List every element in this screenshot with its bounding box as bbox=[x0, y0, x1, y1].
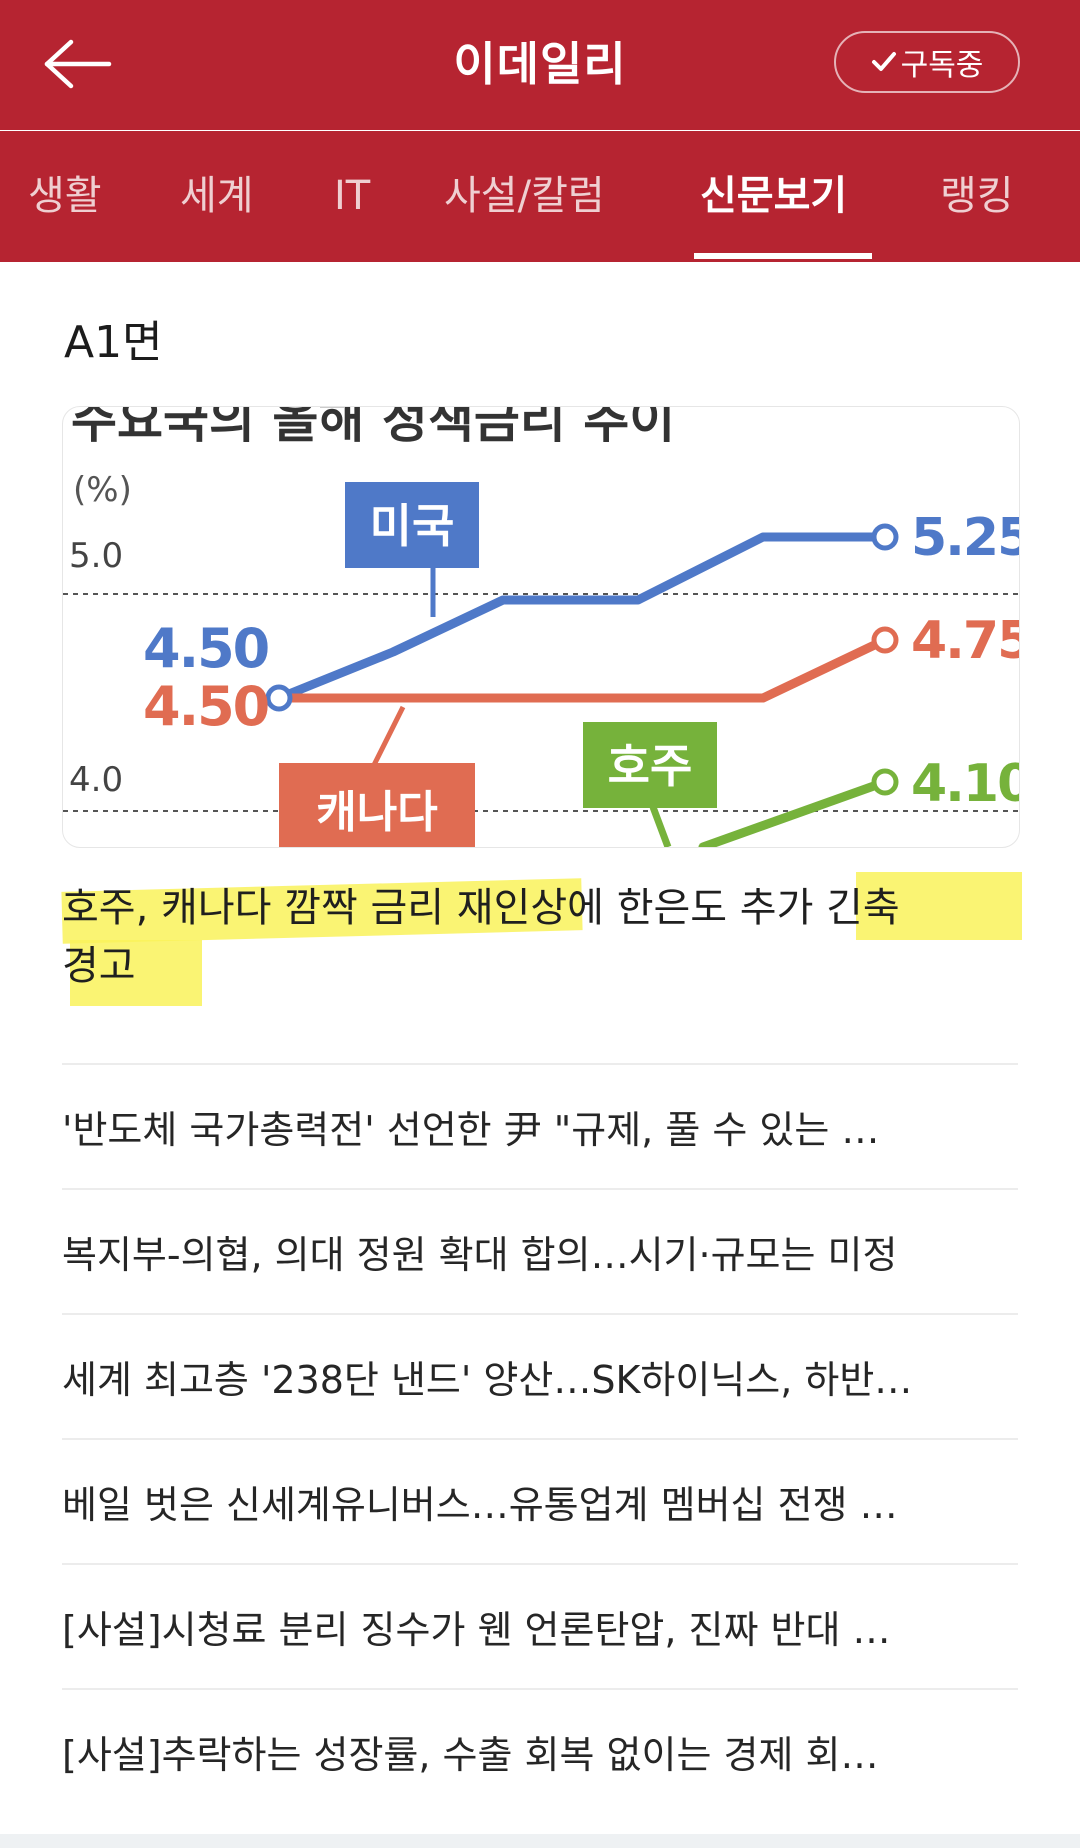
article-title: [사설]시청료 분리 징수가 웬 언론탄압, 진짜 반대 … bbox=[62, 1608, 891, 1652]
active-tab-indicator bbox=[694, 253, 872, 259]
y-unit-label: (%) bbox=[73, 470, 132, 510]
header-divider bbox=[0, 130, 1080, 131]
subscribe-button[interactable]: 구독중 bbox=[834, 31, 1020, 93]
tab-it[interactable]: IT bbox=[334, 173, 371, 219]
article-item[interactable]: '반도체 국가총력전' 선언한 尹 "규제, 풀 수 있는 … bbox=[62, 1063, 1018, 1188]
article-item[interactable]: [사설]시청료 분리 징수가 웬 언론탄압, 진짜 반대 … bbox=[62, 1563, 1018, 1688]
canada-callout-leader bbox=[370, 705, 406, 769]
tab-ranking[interactable]: 랭킹 bbox=[940, 173, 1014, 219]
chart-title: 주요국의 올해 정책금리 추이 bbox=[71, 407, 675, 449]
tab-world[interactable]: 세계 bbox=[180, 173, 254, 219]
arrow-left-icon bbox=[44, 39, 112, 89]
tab-editorial[interactable]: 사설/칼럼 bbox=[444, 173, 605, 219]
series-label-canada: 캐나다 bbox=[316, 787, 437, 838]
australia-callout-leader bbox=[649, 805, 672, 847]
rate-chart: 주요국의 올해 정책금리 추이 (%) 5.0 4.0 4.50 4.50 5.… bbox=[63, 407, 1019, 847]
article-title: 복지부-의협, 의대 정원 확대 합의…시기·규모는 미정 bbox=[62, 1233, 898, 1277]
data-label: 5.25 bbox=[911, 508, 1019, 568]
series-label-us: 미국 bbox=[370, 499, 455, 553]
front-page-image[interactable]: 주요국의 올해 정책금리 추이 (%) 5.0 4.0 4.50 4.50 5.… bbox=[62, 406, 1020, 848]
article-list: '반도체 국가총력전' 선언한 尹 "규제, 풀 수 있는 … 복지부-의협, … bbox=[62, 1063, 1018, 1813]
data-label: 4.50 bbox=[143, 617, 268, 680]
y-tick-label: 4.0 bbox=[69, 760, 123, 800]
article-title: '반도체 국가총력전' 선언한 尹 "규제, 풀 수 있는 … bbox=[62, 1108, 880, 1152]
series-label-australia: 호주 bbox=[608, 739, 693, 793]
article-item[interactable]: 세계 최고층 '238단 낸드' 양산…SK하이닉스, 하반… bbox=[62, 1313, 1018, 1438]
y-tick-label: 5.0 bbox=[69, 536, 123, 576]
tab-life[interactable]: 생활 bbox=[28, 173, 102, 219]
article-title: [사설]추락하는 성장률, 수출 회복 없이는 경제 회… bbox=[62, 1733, 879, 1777]
article-title: 베일 벗은 신세계유니버스…유통업계 멤버십 전쟁 … bbox=[62, 1483, 898, 1527]
highlight-mark bbox=[70, 940, 202, 1006]
bottom-bar bbox=[0, 1834, 1080, 1848]
tab-newspaper[interactable]: 신문보기 bbox=[700, 173, 848, 219]
series-line-australia bbox=[698, 777, 890, 847]
headline-line-2: 경고 bbox=[62, 943, 136, 989]
article-item[interactable]: 복지부-의협, 의대 정원 확대 합의…시기·규모는 미정 bbox=[62, 1188, 1018, 1313]
subscribe-label: 구독중 bbox=[900, 48, 984, 83]
app-header: 이데일리 구독중 bbox=[0, 0, 1080, 130]
highlight-mark bbox=[856, 872, 1022, 940]
series-line-us bbox=[274, 532, 890, 703]
series-line-canada bbox=[274, 635, 890, 703]
series-label-box-australia bbox=[583, 722, 717, 808]
data-label: 4.75 bbox=[911, 611, 1019, 671]
data-point bbox=[871, 523, 899, 551]
series-label-box-canada bbox=[279, 763, 475, 847]
headline-line-1: 호주, 캐나다 깜짝 금리 재인상에 한은도 추가 긴축 bbox=[62, 885, 900, 931]
data-label: 4.10 bbox=[911, 754, 1019, 814]
data-label: 4.50 bbox=[143, 675, 268, 738]
back-button[interactable] bbox=[36, 28, 120, 100]
page-label: A1면 bbox=[64, 317, 163, 368]
category-tabs: 생활 세계 IT 사설/칼럼 신문보기 랭킹 bbox=[0, 131, 1080, 262]
article-title: 세계 최고층 '238단 낸드' 양산…SK하이닉스, 하반… bbox=[62, 1358, 913, 1402]
data-point bbox=[871, 768, 899, 796]
article-item[interactable]: [사설]추락하는 성장률, 수출 회복 없이는 경제 회… bbox=[62, 1688, 1018, 1813]
check-icon bbox=[871, 52, 896, 71]
data-point bbox=[871, 626, 899, 654]
data-point bbox=[265, 684, 293, 712]
article-item[interactable]: 베일 벗은 신세계유니버스…유통업계 멤버십 전쟁 … bbox=[62, 1438, 1018, 1563]
series-label-box-us bbox=[345, 482, 479, 568]
